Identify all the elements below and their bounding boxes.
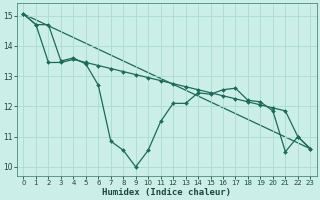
X-axis label: Humidex (Indice chaleur): Humidex (Indice chaleur): [102, 188, 231, 197]
